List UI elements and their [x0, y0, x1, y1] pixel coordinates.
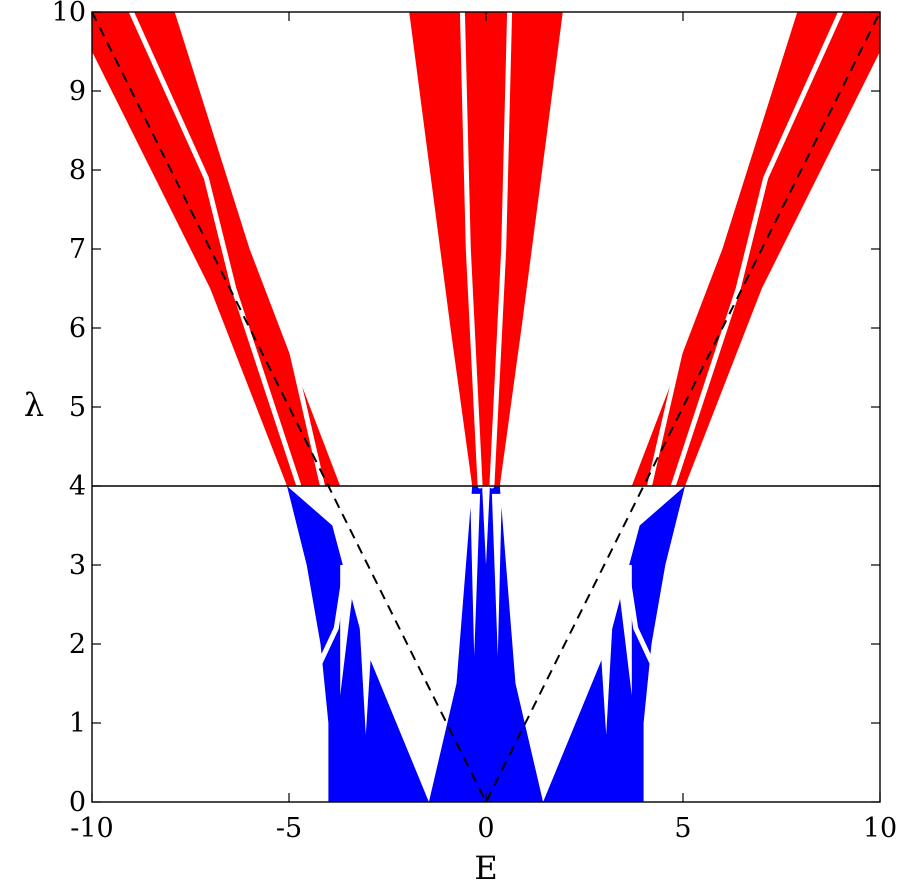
- y-tick-label: 0: [69, 787, 86, 818]
- band-gap-0: [128, 9, 302, 489]
- y-tick-label: 1: [69, 708, 86, 739]
- band-notch-2: [340, 565, 356, 696]
- band-gap-3: [647, 9, 792, 489]
- ticks-layer: -10 -5 0 5 10 0 1 2 3 4 5 6 7 8 9 10: [52, 0, 898, 844]
- region-blue-2: [428, 486, 544, 802]
- y-tick-label: 10: [52, 0, 86, 28]
- x-tick-label: -5: [276, 813, 302, 844]
- region-red-4: [631, 12, 880, 486]
- y-tick-label: 4: [69, 471, 86, 502]
- region-red-5: [409, 12, 563, 486]
- y-tick-label: 5: [69, 392, 86, 423]
- gaps-layer: [128, 9, 844, 735]
- band-gap-4: [459, 9, 483, 489]
- x-tick-label: 5: [674, 813, 691, 844]
- x-tick-label: -10: [70, 813, 113, 844]
- band-notch-0: [354, 525, 378, 735]
- y-tick-label: 9: [69, 76, 86, 107]
- x-tick-label: 0: [477, 813, 494, 844]
- y-axis-title: λ: [24, 386, 44, 424]
- band-notch-5: [491, 493, 502, 656]
- band-notch-4: [470, 493, 481, 656]
- reference-lines-layer: [91, 11, 881, 805]
- y-tick-label: 7: [69, 234, 86, 265]
- band-notch-1: [594, 525, 618, 735]
- band-gap-1: [180, 9, 325, 489]
- region-red-3: [92, 12, 341, 486]
- region-blue-1: [543, 486, 685, 802]
- y-tick-label: 8: [69, 155, 86, 186]
- x-tick-label: 10: [863, 813, 897, 844]
- region-blue-0: [287, 486, 429, 802]
- band-gap-5: [489, 9, 513, 489]
- x-axis-title: E: [474, 849, 497, 886]
- regions-layer: [92, 12, 880, 802]
- y-tick-label: 2: [69, 629, 86, 660]
- band-gap-2: [670, 9, 844, 489]
- band-notch-3: [616, 565, 632, 696]
- dashed-v-line: [91, 11, 881, 805]
- y-tick-label: 3: [69, 550, 86, 581]
- y-tick-label: 6: [69, 313, 86, 344]
